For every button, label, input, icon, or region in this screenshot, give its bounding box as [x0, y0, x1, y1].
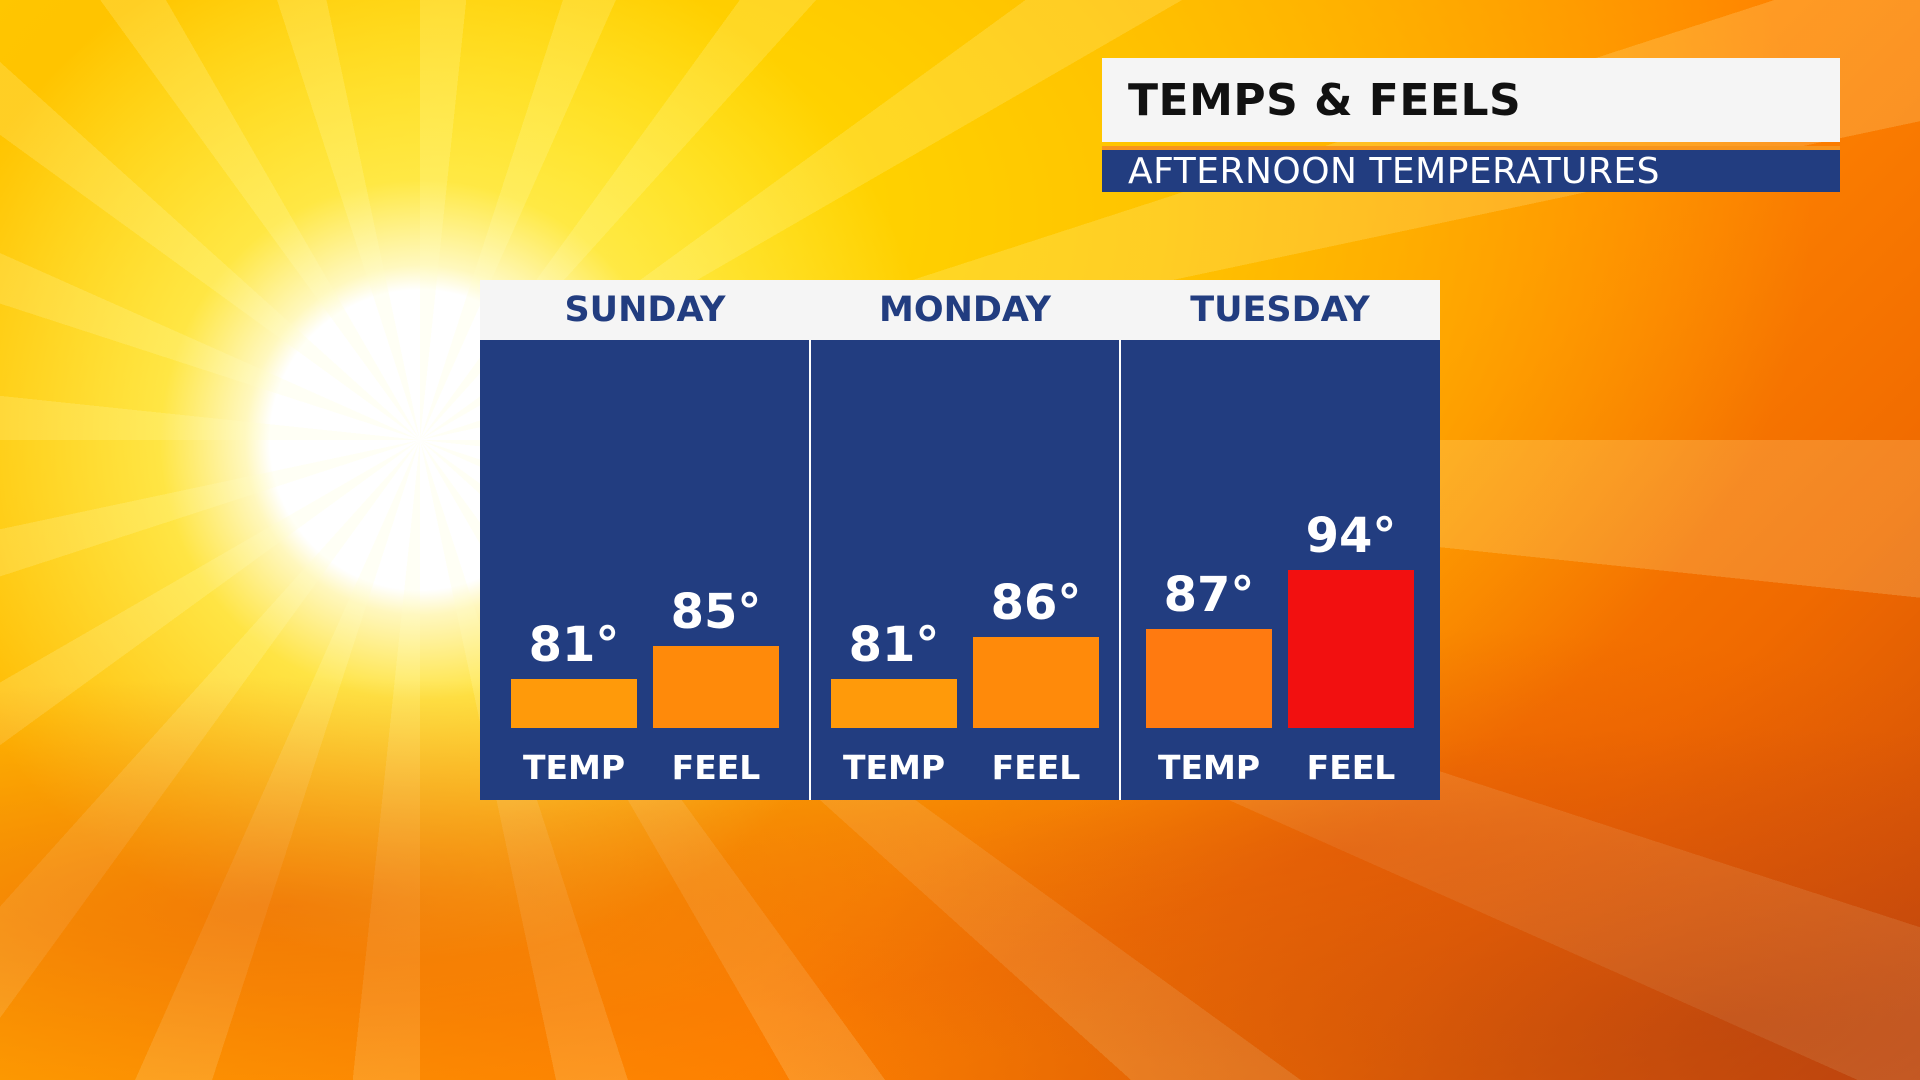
sunday-temp-label: TEMP: [522, 748, 626, 787]
tuesday-temp-bar: [1146, 628, 1272, 728]
monday-temp-bar: [831, 679, 957, 728]
sunday-feel-bar: [653, 645, 779, 728]
column-divider: [1119, 340, 1121, 800]
monday-temp-label: TEMP: [842, 748, 946, 787]
monday-feel-bar: [973, 637, 1099, 728]
day-header-monday: MONDAY: [810, 280, 1120, 340]
tuesday-temp-value: 87°: [1163, 566, 1255, 623]
sunday-temp-value: 81°: [528, 617, 620, 674]
page-title: TEMPS & FEELS: [1128, 74, 1522, 126]
day-panel-monday: [810, 340, 1120, 800]
day-header-sunday: SUNDAY: [480, 280, 810, 340]
sunday-feel-value: 85°: [670, 583, 762, 640]
tuesday-feel-value: 94°: [1305, 508, 1397, 564]
column-divider: [809, 340, 811, 800]
monday-feel-label: FEEL: [991, 748, 1081, 787]
page-subtitle: AFTERNOON TEMPERATURES: [1128, 150, 1661, 192]
title-banner: TEMPS & FEELS: [1102, 58, 1840, 142]
tuesday-feel-bar: [1288, 570, 1414, 728]
sunday-feel-label: FEEL: [671, 748, 761, 787]
monday-temp-value: 81°: [848, 617, 940, 674]
day-panel-sunday: [480, 340, 810, 800]
tuesday-temp-label: TEMP: [1157, 748, 1261, 787]
tuesday-feel-label: FEEL: [1306, 748, 1396, 787]
day-header-tuesday: TUESDAY: [1120, 280, 1440, 340]
temps-feels-chart: SUNDAY 81° TEMP 85° FEEL MONDAY 81° TEMP 86° FEEL…: [480, 280, 1440, 800]
subtitle-banner: AFTERNOON TEMPERATURES: [1102, 146, 1840, 192]
monday-feel-value: 86°: [990, 575, 1082, 632]
sunday-temp-bar: [511, 679, 637, 728]
